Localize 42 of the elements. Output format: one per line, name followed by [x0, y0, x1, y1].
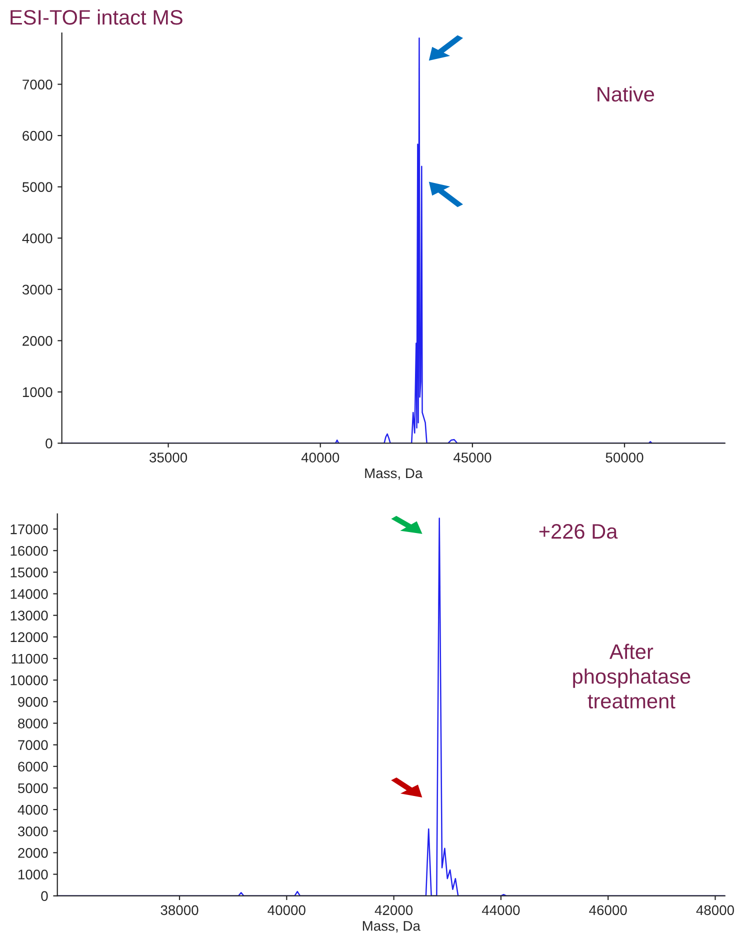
- y-tick-label: 9000: [18, 696, 48, 707]
- x-tick-label: 42000: [374, 905, 413, 916]
- y-tick-label: 0: [41, 891, 48, 902]
- y-tick-label: 14000: [10, 589, 48, 599]
- chart-title: ESI-TOF intact MS: [10, 9, 182, 25]
- y-tick-label: 3000: [22, 284, 52, 295]
- y-tick-label: 1000: [18, 870, 48, 880]
- y-tick-label: 3000: [18, 826, 48, 836]
- x-tick-label: 40000: [301, 452, 340, 462]
- x-tick-label: 46000: [589, 905, 627, 916]
- y-tick-label: 6000: [18, 762, 48, 772]
- y-tick-label: 4000: [22, 233, 52, 244]
- y-tick-label: 12000: [10, 632, 48, 642]
- y-tick-label: 11000: [12, 654, 48, 664]
- x-tick-label: 40000: [268, 905, 306, 916]
- y-tick-label: 6000: [22, 130, 52, 141]
- x-tick-label: 45000: [453, 452, 492, 462]
- y-tick-label: 2000: [18, 848, 48, 858]
- x-tick-label: 48000: [696, 905, 734, 916]
- y-tick-label: 4000: [18, 804, 48, 815]
- y-tick-label: 2000: [22, 336, 52, 346]
- y-tick-label: 15000: [10, 568, 48, 578]
- annotation: After phosphatase treatment: [573, 644, 690, 708]
- x-axis-title: Mass, Da: [362, 921, 420, 932]
- x-tick-label: 38000: [160, 905, 198, 916]
- x-tick-label: 50000: [606, 452, 644, 462]
- annotation: +226 Da: [539, 524, 618, 539]
- y-tick-label: 16000: [10, 546, 48, 556]
- y-tick-label: 8000: [18, 718, 48, 728]
- y-tick-label: 1000: [22, 387, 52, 398]
- y-tick-label: 5000: [22, 182, 52, 192]
- y-tick-label: 5000: [18, 783, 48, 794]
- y-tick-label: 7000: [18, 740, 48, 750]
- annotation: Native: [598, 86, 654, 102]
- y-tick-label: 13000: [10, 610, 48, 621]
- y-tick-label: 17000: [10, 524, 48, 534]
- y-tick-label: 7000: [22, 80, 52, 90]
- x-tick-label: 35000: [150, 452, 188, 462]
- x-tick-label: 44000: [482, 905, 520, 916]
- y-tick-label: 0: [46, 438, 52, 448]
- x-axis-title: Mass, Da: [365, 468, 423, 480]
- y-tick-label: 10000: [10, 675, 48, 686]
